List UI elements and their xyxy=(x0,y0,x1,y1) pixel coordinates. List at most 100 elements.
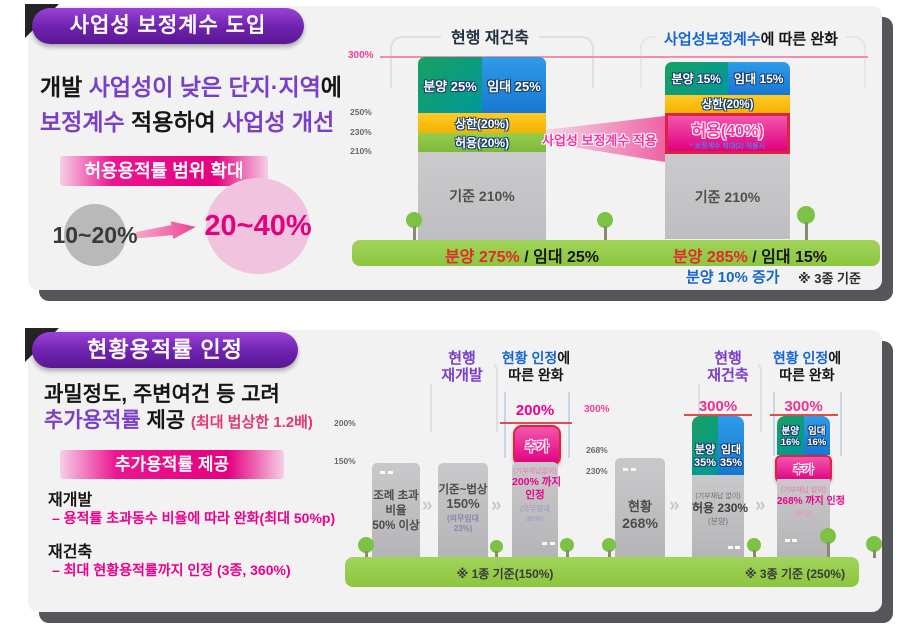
g2-relaxed-line2: 따른 완화 xyxy=(779,367,835,383)
b2-line: 150% xyxy=(446,496,480,511)
b5-rent-segment: 임대 35% xyxy=(718,416,744,475)
b5-cap-line xyxy=(684,414,752,416)
arrow-right-icon xyxy=(135,218,197,244)
g2-relaxed-blue: 현황 인정 xyxy=(772,350,829,366)
b6-extra-box: 추가 xyxy=(775,455,832,483)
tree-icon xyxy=(747,538,761,558)
ytick-230-mid: 230% xyxy=(586,466,608,476)
range-before-circle: 10~20% xyxy=(52,204,138,266)
building-recognized-200: (기부채납없이) 200% 까지 인정 (의무임대 30%) xyxy=(512,462,562,557)
zone-basis-note: ※ 3종 기준 xyxy=(798,271,861,286)
bottom-intro-line2: 추가용적률 제공 (최대 법상한 1.2배) xyxy=(44,408,313,436)
chevron-icon: » xyxy=(755,495,766,516)
intro-run: 사업성이 낮은 단지·지역 xyxy=(88,74,321,100)
b4-line: 268% xyxy=(622,515,658,531)
chart1-allow-segment: 허용(20%) xyxy=(418,133,546,152)
b6-note: (기부채납 없이) xyxy=(780,487,827,494)
ytick-150: 150% xyxy=(334,456,356,466)
chart1-rent-label: 임대 25% xyxy=(487,78,541,94)
b5-rent-label: 임대 xyxy=(720,444,742,456)
intro-run: 보정계수 xyxy=(40,109,125,135)
b6-rent-segment: 임대 16% xyxy=(803,416,830,455)
b3-line: 인정 xyxy=(525,489,545,501)
intro-run: 개발 xyxy=(40,74,89,100)
b6-sale-rent-row: 분양 16% 임대 16% xyxy=(777,416,830,455)
g2-relaxed-header: 현황 인정에 따른 완화 xyxy=(764,350,850,384)
extra-label: 추가 xyxy=(793,464,814,476)
b6-sale-label: 분양 xyxy=(781,426,799,437)
g1-relaxed-blue: 현황 인정 xyxy=(501,350,558,366)
tree-icon xyxy=(820,528,836,558)
chart2-allow-note: * 보정계수 최대(2) 적용시 xyxy=(689,142,766,150)
range-after-circle: 20~40% xyxy=(204,178,312,274)
b2-note: (의무임대 xyxy=(446,514,480,523)
g2-current-header: 현행 재건축 xyxy=(698,350,758,384)
ytick-300-mid: 300% xyxy=(584,404,610,415)
g1-current-line1: 현행 xyxy=(448,350,476,367)
chart2-rent-label: 임대 15% xyxy=(734,72,784,86)
intro-run: 제공 xyxy=(140,409,191,432)
range-before-value: 10~20% xyxy=(52,221,138,248)
correction-annotation: 사업성 보정계수 적용 xyxy=(542,133,657,148)
g2-current-line1: 현행 xyxy=(714,350,742,367)
top-intro-line2: 보정계수 적용하여 사업성 개선 xyxy=(40,105,342,140)
b4-line: 현황 xyxy=(628,499,652,514)
bottom-banner: 추가용적률 제공 xyxy=(60,450,284,479)
chart1-sale-rent-row: 분양 25% 임대 25% xyxy=(418,57,546,113)
b5-sale-label: 분양 xyxy=(694,444,716,456)
g1-relaxed-guideline-left xyxy=(504,392,506,458)
chart2-cap-segment: 상한(20%) xyxy=(665,95,790,113)
b5-note: (기부채납 없이) xyxy=(695,493,741,500)
building-relaxed-recon: 분양 16% 임대 16% 추가 (기부채납 없이) 268% 까지 인정 (분… xyxy=(775,416,845,557)
redevelopment-bullet: – 용적률 초과동수 비율에 따라 완화(최대 50%p) xyxy=(52,510,336,526)
chevron-icon: » xyxy=(669,495,680,516)
intro-run: 에 xyxy=(320,74,342,100)
tree-icon xyxy=(560,538,574,558)
chart1-total-sale: 분양 275% xyxy=(444,249,520,266)
chart2-stacked-bar: 분양 15% 임대 15% 상한(20%) 허용(40%) * 보정계수 최대(… xyxy=(665,62,790,239)
b3-line: 200% 까지 xyxy=(512,476,562,488)
tree-icon xyxy=(490,540,503,559)
tree-icon xyxy=(602,538,616,558)
g1-relaxed-line2: 따른 완화 xyxy=(508,367,564,383)
g1-relaxed-header: 현황 인정에 따른 완화 xyxy=(496,350,576,384)
b5-rent-value: 35% xyxy=(719,457,743,469)
chart2-allow-segment: 허용(40%) * 보정계수 최대(2) 적용시 xyxy=(665,113,790,154)
b6-note: (분양) xyxy=(794,509,813,518)
top-panel-title-badge: 사업성 보정계수 도입 xyxy=(32,8,304,44)
chart1-title: 현행 재건축 xyxy=(390,24,590,48)
b3-note: (기부채납없이) xyxy=(513,468,557,475)
separator: / xyxy=(747,249,762,266)
b3-cap-label: 200% xyxy=(515,402,555,419)
g1-current-line2: 재개발 xyxy=(441,367,483,384)
chart2-title-rest: 에 따른 완화 xyxy=(760,31,838,48)
bottom-panel-card: 현황용적률 인정 과밀정도, 주변여건 등 고려 추가용적률 제공 (최대 법상… xyxy=(25,328,882,612)
b1-line: 비율 xyxy=(385,505,407,517)
chart1-rent-segment: 임대 25% xyxy=(482,57,546,113)
range-after-value: 20~40% xyxy=(204,209,312,242)
b5-cap-label: 300% xyxy=(698,398,738,415)
g1-current-header: 현행 재개발 xyxy=(430,350,494,384)
chart1-allow-label: 허용(20%) xyxy=(454,136,510,150)
b5-note: (분양) xyxy=(707,517,729,526)
b1-line: 조례 초과 xyxy=(373,490,419,502)
b6-gray-base: (기부채납 없이) 268% 까지 인정 (분양) xyxy=(777,479,845,557)
b3-note: 30%) xyxy=(526,514,544,523)
chart2-total-sale: 분양 285% xyxy=(672,249,748,266)
chart2-rent-segment: 임대 15% xyxy=(727,62,790,95)
chevron-icon: » xyxy=(422,495,433,516)
building-ordinance-excess: 조례 초과 비율 50% 이상 xyxy=(372,463,420,557)
b6-rent-label: 임대 xyxy=(808,426,826,437)
chart2-base-label: 기준 210% xyxy=(694,188,761,205)
b6-sale-segment: 분양 16% xyxy=(777,416,804,455)
tree-icon xyxy=(358,537,374,559)
intro-run: 적용하여 xyxy=(124,109,223,135)
chart1-stacked-bar: 분양 25% 임대 25% 상한(20%) 허용(20%) 기준 210% xyxy=(418,57,546,240)
sale-increase-note: 분양 10% 증가 xyxy=(686,269,780,286)
b6-cap-line xyxy=(770,414,838,416)
b1-line: 50% 이상 xyxy=(372,520,420,532)
b3-note: (의무임대 xyxy=(519,504,551,513)
chart2-sale-rent-row: 분양 15% 임대 15% xyxy=(665,62,790,95)
chart1-title-text: 현행 재건축 xyxy=(440,30,540,47)
